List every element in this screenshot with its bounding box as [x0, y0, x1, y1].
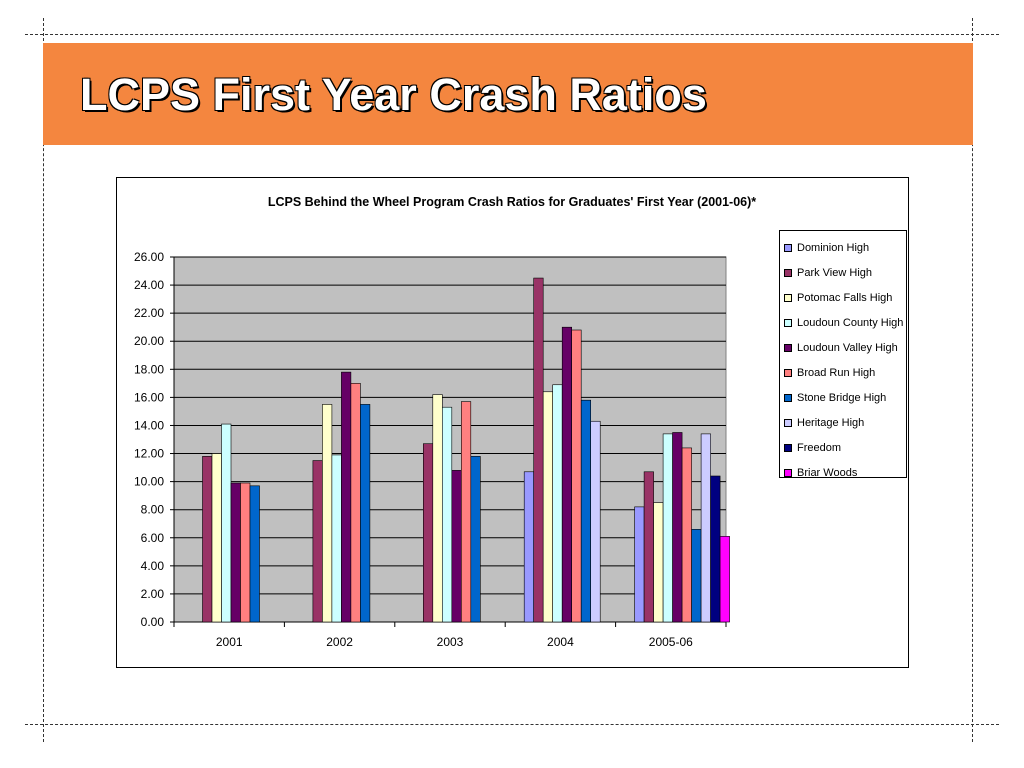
legend-swatch: [784, 443, 792, 452]
legend-label: Park View High: [797, 266, 872, 279]
y-tick-label: 12.00: [134, 447, 164, 461]
bar: [691, 529, 702, 623]
legend-item: Potomac Falls High: [784, 285, 906, 310]
slide-title: LCPS First Year Crash Ratios: [80, 69, 707, 120]
y-tick-label: 10.00: [134, 475, 164, 489]
bar: [422, 443, 434, 623]
bar: [580, 399, 592, 623]
x-tick-label: 2002: [326, 635, 353, 649]
y-tick-label: 20.00: [134, 334, 164, 348]
title-banner: [43, 43, 973, 145]
bar: [590, 420, 601, 623]
bar: [460, 401, 472, 623]
legend-label: Loudoun County High: [797, 316, 904, 329]
bar: [202, 456, 213, 623]
legend-label: Freedom: [797, 441, 842, 454]
x-tick-label: 2005-06: [649, 635, 693, 649]
legend-swatch: [784, 268, 792, 277]
x-tick-label: 2001: [216, 635, 243, 649]
bar: [662, 433, 673, 623]
y-tick-label: 26.00: [134, 250, 164, 264]
bar: [552, 384, 563, 623]
legend-item: Loudoun County High: [784, 310, 906, 335]
legend-label: Dominion High: [797, 241, 870, 254]
legend-swatch: [784, 368, 792, 377]
bar: [350, 383, 361, 623]
legend-item: Dominion High: [784, 235, 906, 260]
legend-swatch: [784, 293, 792, 302]
bar: [432, 394, 443, 623]
bar: [719, 536, 730, 623]
bar: [211, 453, 222, 623]
legend-swatch: [784, 243, 792, 252]
bar: [230, 482, 241, 623]
bar: [221, 423, 232, 623]
plot-area: 0.00 2.00 4.00 6.00 8.00 10.00 12.00 14.00 16.00…: [134, 250, 730, 649]
y-tick-label: 0.00: [141, 615, 165, 629]
bar: [240, 482, 251, 623]
bar: [322, 404, 333, 623]
bar: [312, 460, 323, 623]
bar: [523, 471, 535, 623]
legend-label: Loudoun Valley High: [797, 341, 898, 354]
legend-label: Heritage High: [797, 416, 865, 429]
legend-swatch: [784, 318, 792, 327]
bar: [700, 433, 711, 623]
guide-line-right: [972, 18, 973, 742]
y-tick-label: 14.00: [134, 418, 164, 432]
legend-item: Broad Run High: [784, 360, 906, 385]
y-tick-label: 18.00: [134, 362, 164, 376]
bar: [542, 391, 554, 623]
y-tick-label: 24.00: [134, 278, 164, 292]
bar: [634, 506, 645, 623]
legend-item: Loudoun Valley High: [784, 335, 906, 360]
bar: [470, 456, 481, 623]
legend-label: Stone Bridge High: [797, 391, 887, 404]
legend-item: Stone Bridge High: [784, 385, 906, 410]
legend-item: Freedom: [784, 435, 906, 460]
x-tick-label: 2004: [547, 635, 574, 649]
guide-line-top: [25, 34, 999, 35]
y-tick-label: 6.00: [141, 531, 165, 545]
bar: [341, 371, 352, 623]
bar: [643, 471, 654, 623]
legend-label: Potomac Falls High: [797, 291, 893, 304]
bar: [533, 277, 544, 623]
bar: [710, 475, 721, 623]
y-tick-label: 2.00: [141, 587, 165, 601]
bar: [561, 326, 573, 623]
bar: [653, 502, 664, 623]
legend-item: Park View High: [784, 260, 906, 285]
x-tick-label: 2003: [437, 635, 464, 649]
bar: [451, 470, 462, 623]
legend-swatch: [784, 418, 792, 427]
bar: [331, 454, 342, 623]
legend-label: Broad Run High: [797, 366, 876, 379]
chart-title: LCPS Behind the Wheel Program Crash Rati…: [268, 195, 756, 209]
bar: [681, 447, 692, 623]
legend-swatch: [784, 393, 792, 402]
legend-item: Briar Woods: [784, 460, 906, 485]
y-tick-label: 22.00: [134, 306, 164, 320]
bar-chart: LCPS Behind the Wheel Program Crash Rati…: [134, 195, 756, 649]
guide-line-bottom: [25, 724, 999, 725]
bar: [672, 432, 683, 623]
legend-swatch: [784, 343, 792, 352]
legend-swatch: [784, 468, 792, 477]
bar: [249, 485, 260, 623]
legend-label: Briar Woods: [797, 466, 858, 479]
legend-item: Heritage High: [784, 410, 906, 435]
bar: [571, 329, 582, 623]
bar: [360, 404, 371, 623]
bar: [441, 406, 453, 623]
guide-line-left: [43, 18, 44, 742]
chart-frame: LCPS Behind the Wheel Program Crash Rati…: [116, 177, 909, 668]
y-tick-label: 4.00: [141, 559, 165, 573]
y-tick-label: 8.00: [141, 503, 165, 517]
y-tick-label: 16.00: [134, 390, 164, 404]
chart-legend: Dominion High Park View High Potomac Falls…: [779, 230, 907, 479]
